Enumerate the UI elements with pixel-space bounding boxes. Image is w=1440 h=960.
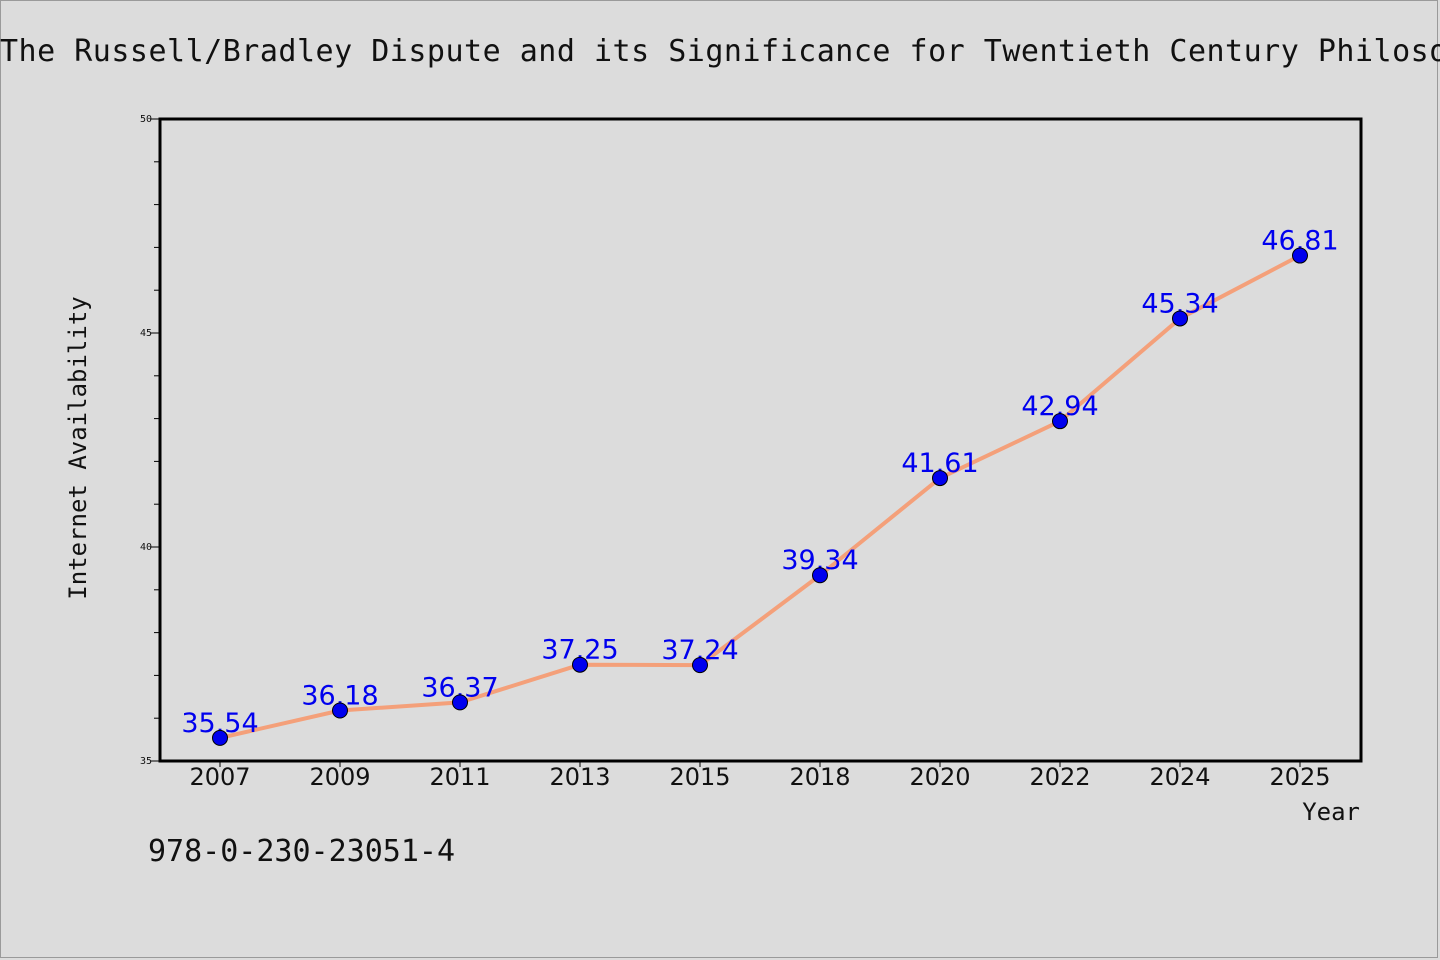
- series-line-group: [219, 253, 1301, 740]
- x-tick-label: 2024: [1149, 763, 1210, 791]
- x-tick-label: 2022: [1029, 763, 1090, 791]
- x-tick-label: 2015: [669, 763, 730, 791]
- data-point: [1172, 310, 1188, 327]
- x-tick-label: 2009: [309, 763, 370, 791]
- data-point: [1052, 413, 1068, 430]
- series-markers: [212, 247, 1308, 746]
- plot-area: [158, 117, 1363, 763]
- x-tick-label: 2013: [549, 763, 610, 791]
- x-ticks: 2007 2009 2011 2013 2015 2018 2020 2022 2024 2025: [189, 761, 1331, 791]
- data-point: [332, 702, 348, 719]
- x-tick-label: 2018: [789, 763, 850, 791]
- x-axis-label: Year: [1302, 798, 1360, 826]
- data-point: [212, 729, 228, 746]
- data-point: [932, 470, 948, 487]
- data-point: [452, 694, 468, 711]
- y-tick-label: 35: [140, 756, 152, 767]
- y-tick-label: 40: [140, 542, 152, 553]
- y-tick-label: 45: [140, 328, 152, 339]
- data-point: [1292, 247, 1308, 264]
- series-line: [219, 253, 1301, 740]
- x-tick-label: 2011: [429, 763, 490, 791]
- chart-title: The Russell/Bradley Dispute and its Sign…: [0, 34, 1440, 69]
- x-tick-label: 2025: [1269, 763, 1330, 791]
- isbn-text: 978-0-230-23051-4: [148, 834, 456, 869]
- data-point: [572, 656, 588, 673]
- y-tick-label: 50: [140, 114, 152, 125]
- y-major-ticks: 35 40 45 50: [140, 114, 160, 767]
- y-axis-label: Internet Availability: [64, 296, 92, 599]
- x-tick-label: 2007: [189, 763, 250, 791]
- x-tick-label: 2020: [909, 763, 970, 791]
- data-point: [812, 567, 828, 584]
- data-point: [692, 657, 708, 674]
